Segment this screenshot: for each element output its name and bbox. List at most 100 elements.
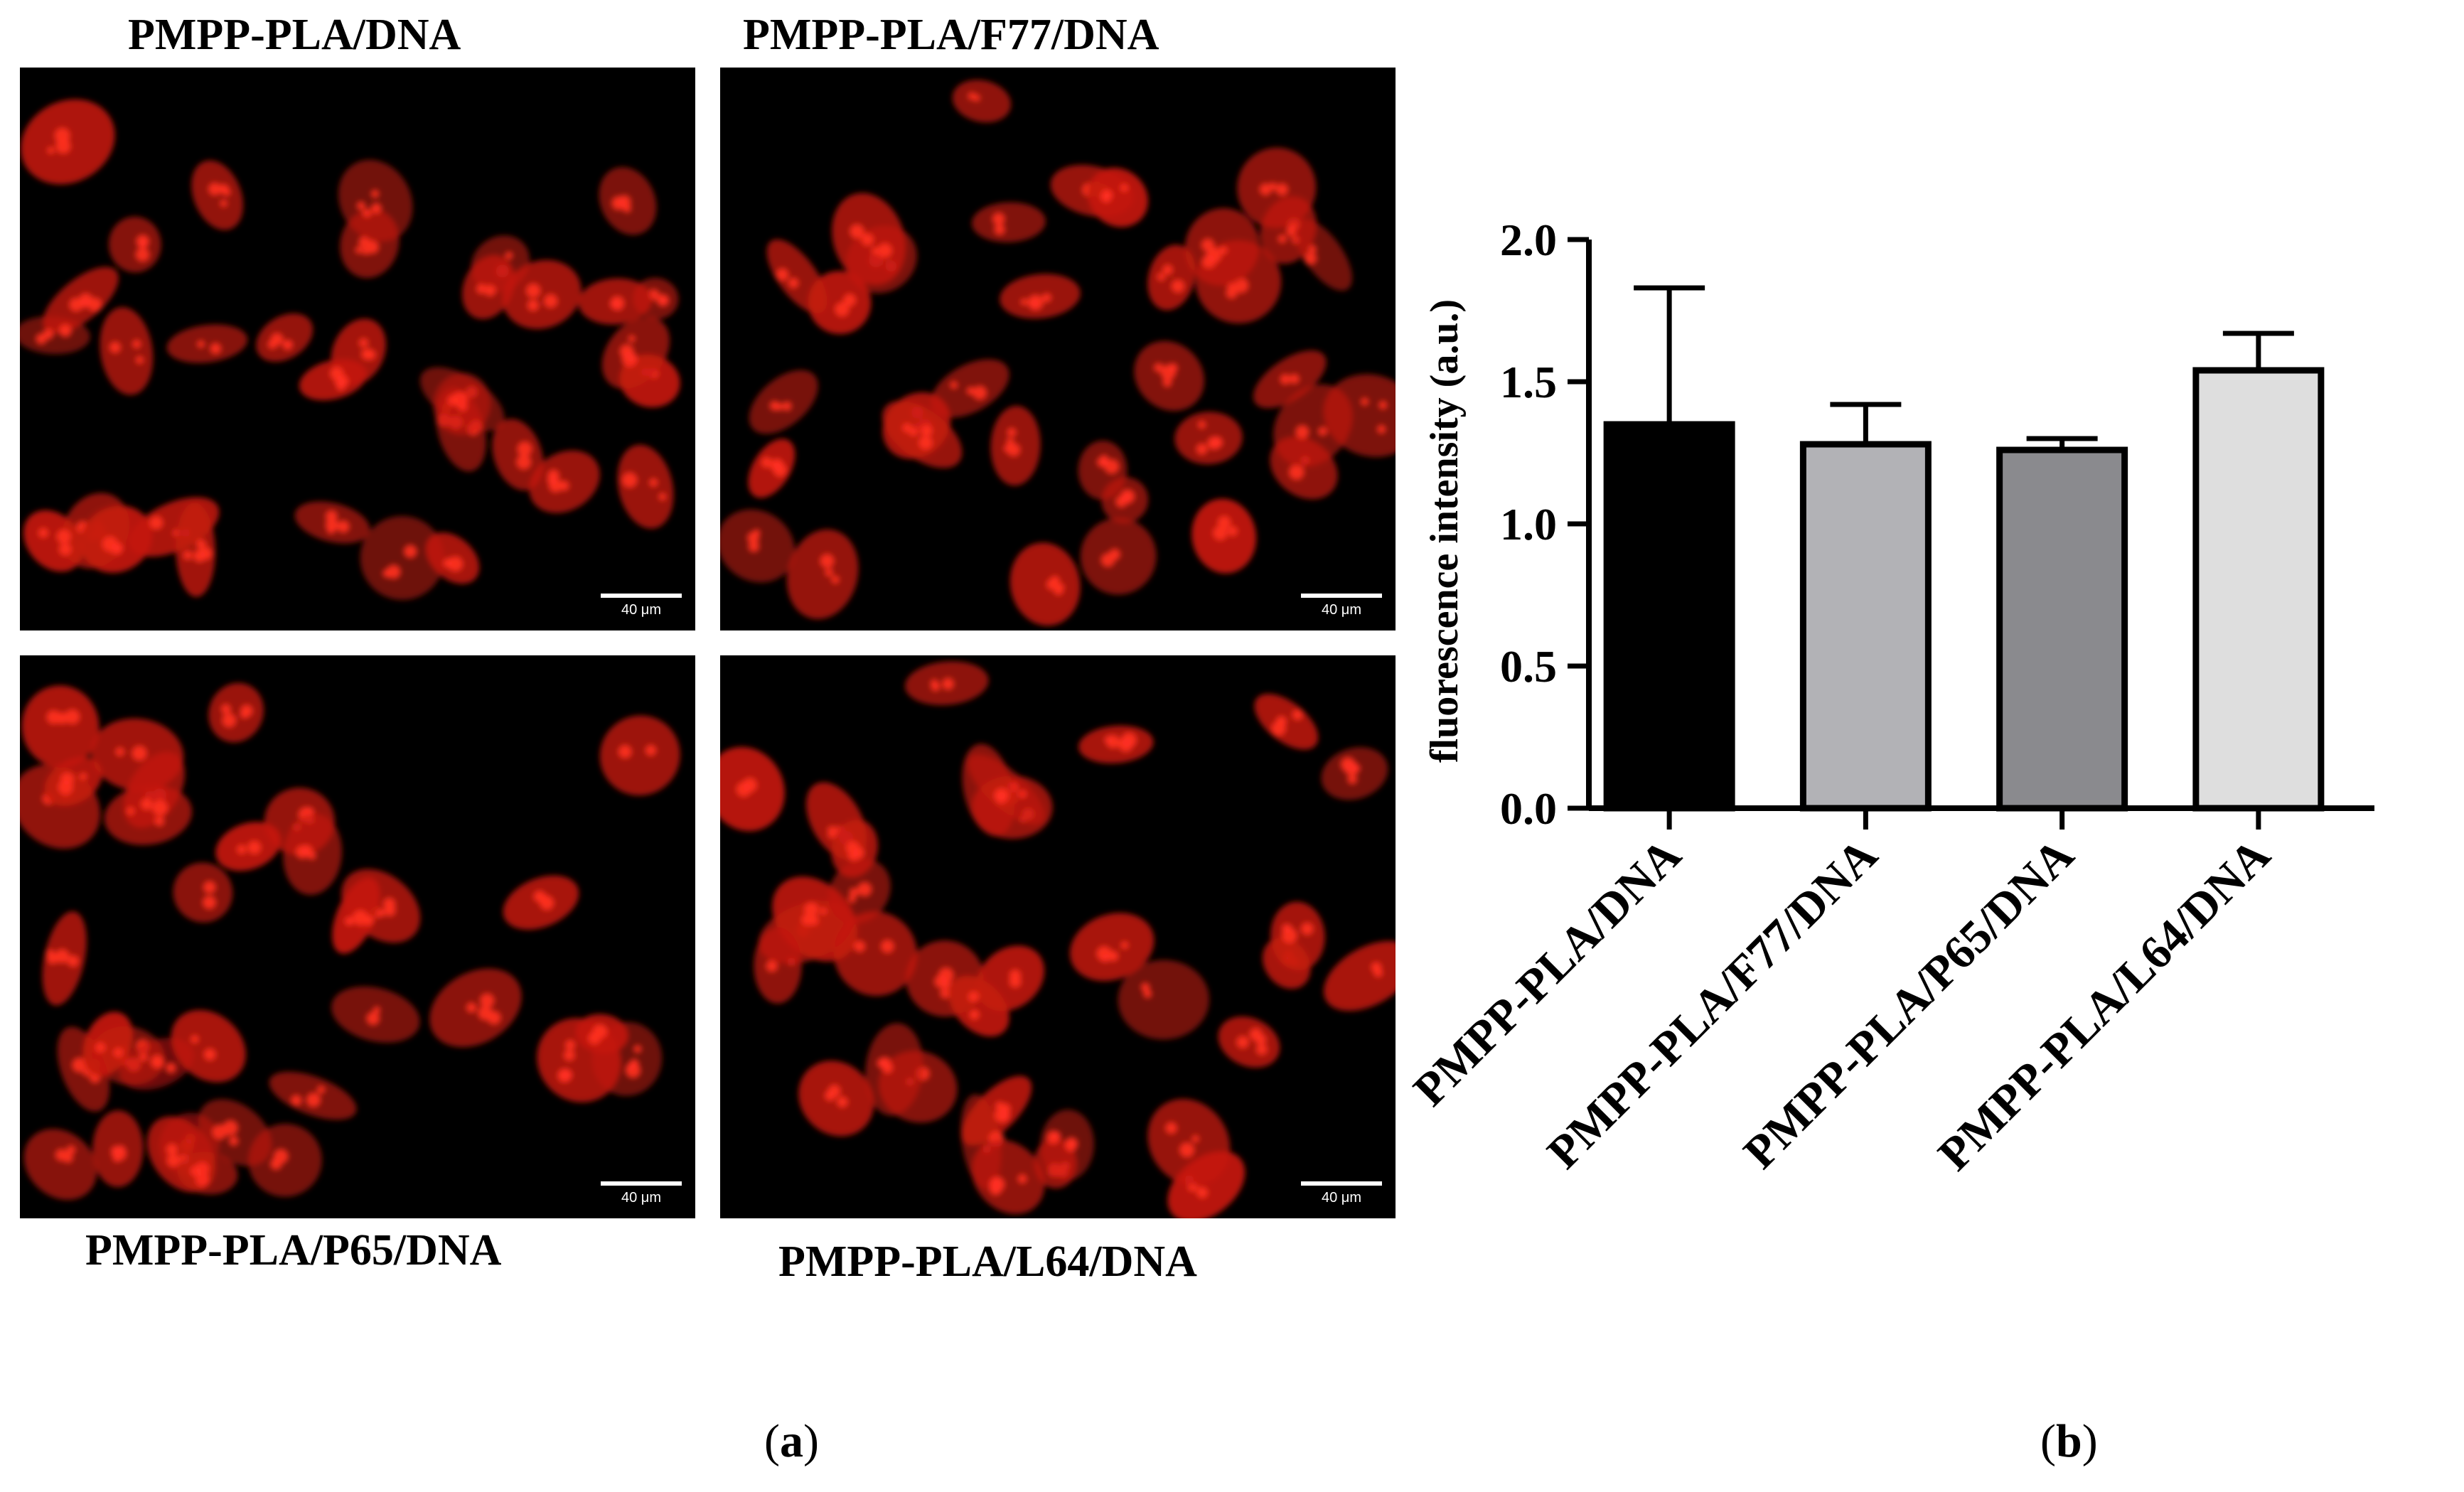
nucleolus — [1009, 969, 1021, 981]
nucleolus — [114, 544, 123, 553]
micrograph-title-4: PMPP-PLA/L64/DNA — [778, 1238, 1197, 1286]
x-tick-label: PMPP-PLA/F77/DNA — [1538, 829, 1888, 1179]
nucleolus — [837, 1096, 848, 1108]
nucleolus — [370, 203, 382, 214]
cell — [104, 785, 193, 845]
cell — [1174, 412, 1243, 465]
nucleolus — [992, 212, 1005, 225]
nucleolus — [968, 92, 976, 100]
nucleolus — [1288, 464, 1305, 481]
nucleolus — [66, 1145, 76, 1155]
nucleolus — [1007, 443, 1021, 457]
caption-letter: b — [2055, 1415, 2082, 1467]
nucleolus — [563, 1049, 575, 1061]
nucleolus — [560, 1068, 572, 1081]
nucleolus — [208, 182, 222, 196]
nucleolus — [46, 952, 59, 965]
nucleolus — [505, 252, 513, 259]
micrograph-cells — [720, 661, 1396, 1218]
nucleolus — [775, 402, 783, 411]
cell — [948, 975, 1009, 1037]
nucleolus — [358, 338, 368, 348]
nucleolus — [782, 401, 792, 412]
bar — [1603, 421, 1735, 812]
cell — [256, 313, 314, 362]
nucleolus — [804, 902, 819, 917]
cell — [502, 259, 582, 329]
cell — [1118, 960, 1210, 1040]
nucleolus — [611, 196, 626, 210]
nucleolus — [766, 960, 778, 972]
nucleolus — [382, 897, 396, 911]
nucleolus — [240, 710, 249, 719]
cell — [23, 510, 84, 572]
cell — [1078, 440, 1127, 500]
nucleolus — [195, 1172, 210, 1187]
bar — [1799, 441, 1932, 812]
nucleolus — [1168, 363, 1178, 373]
nucleolus — [849, 887, 859, 898]
nucleolus — [565, 1040, 576, 1051]
nucleolus — [1218, 246, 1228, 254]
nucleolus — [59, 324, 72, 338]
nucleolus — [56, 529, 71, 544]
nucleolus — [969, 1009, 980, 1020]
nucleolus — [362, 247, 370, 255]
nucleolus — [831, 575, 840, 584]
cell — [833, 911, 918, 997]
nucleolus — [994, 788, 1009, 803]
cell — [1324, 940, 1396, 1011]
nucleolus — [1100, 455, 1108, 463]
nucleolus — [1255, 1034, 1267, 1046]
nucleolus — [72, 1057, 87, 1073]
nucleolus — [848, 850, 859, 862]
bar — [1996, 446, 2128, 812]
nucleolus — [1217, 515, 1231, 530]
nucleolus — [55, 949, 70, 964]
nucleolus — [1207, 436, 1221, 450]
nucleolus — [854, 940, 866, 952]
cell — [1147, 1098, 1231, 1186]
nucleolus — [327, 526, 336, 535]
cell — [962, 744, 1015, 837]
nucleolus — [1007, 427, 1017, 437]
nucleolus — [58, 780, 73, 795]
cell — [1009, 542, 1081, 626]
nucleolus — [788, 277, 799, 289]
cell — [299, 359, 368, 401]
nucleolus — [228, 1136, 239, 1146]
nucleolus — [1236, 1036, 1249, 1048]
scale-bar — [1301, 594, 1382, 598]
y-tick-label: 1.0 — [1500, 499, 1557, 549]
nucleolus — [1340, 756, 1356, 772]
nucleolus — [861, 233, 874, 246]
cell — [786, 529, 859, 620]
scale-bar — [601, 1181, 682, 1186]
scale-label: 40 μm — [621, 1190, 661, 1206]
nucleolus — [1347, 774, 1358, 785]
nucleolus — [517, 441, 532, 457]
nucleolus — [345, 916, 354, 925]
micrograph-title-3: PMPP-PLA/P65/DNA — [85, 1226, 502, 1274]
micrograph-3: 40 μm — [20, 655, 695, 1218]
nucleolus — [197, 340, 205, 348]
nucleolus — [1269, 182, 1277, 190]
cell — [720, 746, 785, 832]
cell — [601, 316, 670, 390]
nucleolus — [65, 709, 80, 724]
cell — [108, 216, 161, 273]
nucleolus — [1280, 374, 1291, 385]
cell — [166, 324, 248, 363]
cell — [1087, 167, 1149, 227]
nucleolus — [356, 201, 366, 210]
nucleolus — [1101, 189, 1113, 201]
nucleolus — [1378, 400, 1388, 409]
x-tick-label: PMPP-PLA/P65/DNA — [1734, 829, 2084, 1179]
y-tick-label: 1.5 — [1500, 357, 1557, 407]
nucleolus — [525, 283, 541, 299]
nucleolus — [1165, 1122, 1177, 1134]
nucleolus — [761, 457, 772, 468]
nucleolus — [825, 568, 833, 577]
cell — [23, 1129, 97, 1201]
nucleolus — [1201, 238, 1215, 252]
